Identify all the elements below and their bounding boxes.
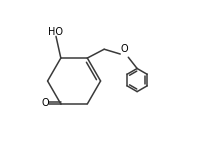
Text: HO: HO xyxy=(48,27,63,37)
Text: O: O xyxy=(42,98,49,108)
Text: O: O xyxy=(120,44,128,54)
